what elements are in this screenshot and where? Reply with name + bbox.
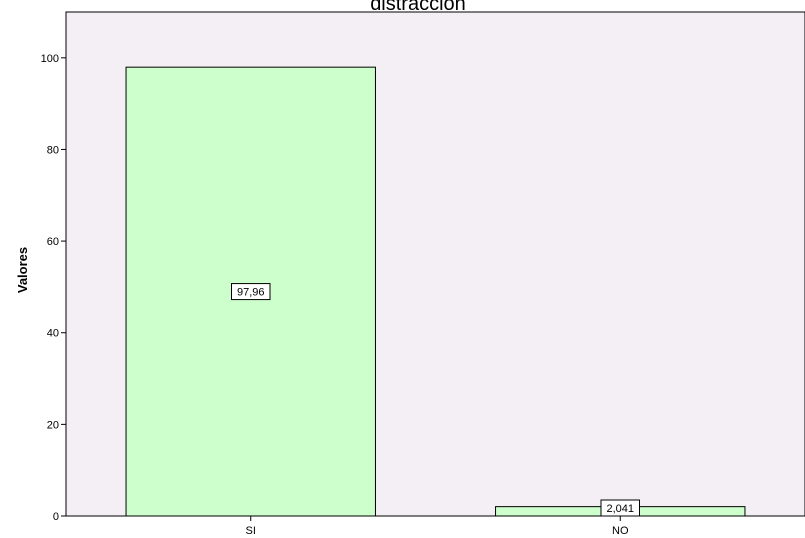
data-label-no: 2,041 <box>606 503 634 515</box>
y-axis-label: Valores <box>15 247 30 293</box>
data-label-box-si <box>231 283 271 301</box>
x-axis: SI NO <box>246 516 629 537</box>
data-label-si: 97,96 <box>237 287 265 299</box>
data-label-box-no <box>600 499 640 517</box>
y-tick-label-5: 100 <box>41 53 59 65</box>
y-axis: 0 20 40 60 80 100 <box>41 53 66 523</box>
y-tick-label-1: 20 <box>47 419 59 431</box>
data-labels: 97,96 2,041 <box>231 283 640 517</box>
y-tick-label-2: 40 <box>47 328 59 340</box>
y-tick-label-4: 80 <box>47 144 59 156</box>
x-tick-label-no: NO <box>612 525 629 537</box>
chart-title: distracción <box>370 0 466 15</box>
y-tick-label-0: 0 <box>53 511 59 523</box>
x-tick-label-si: SI <box>246 525 256 537</box>
y-tick-label-3: 60 <box>47 236 59 248</box>
